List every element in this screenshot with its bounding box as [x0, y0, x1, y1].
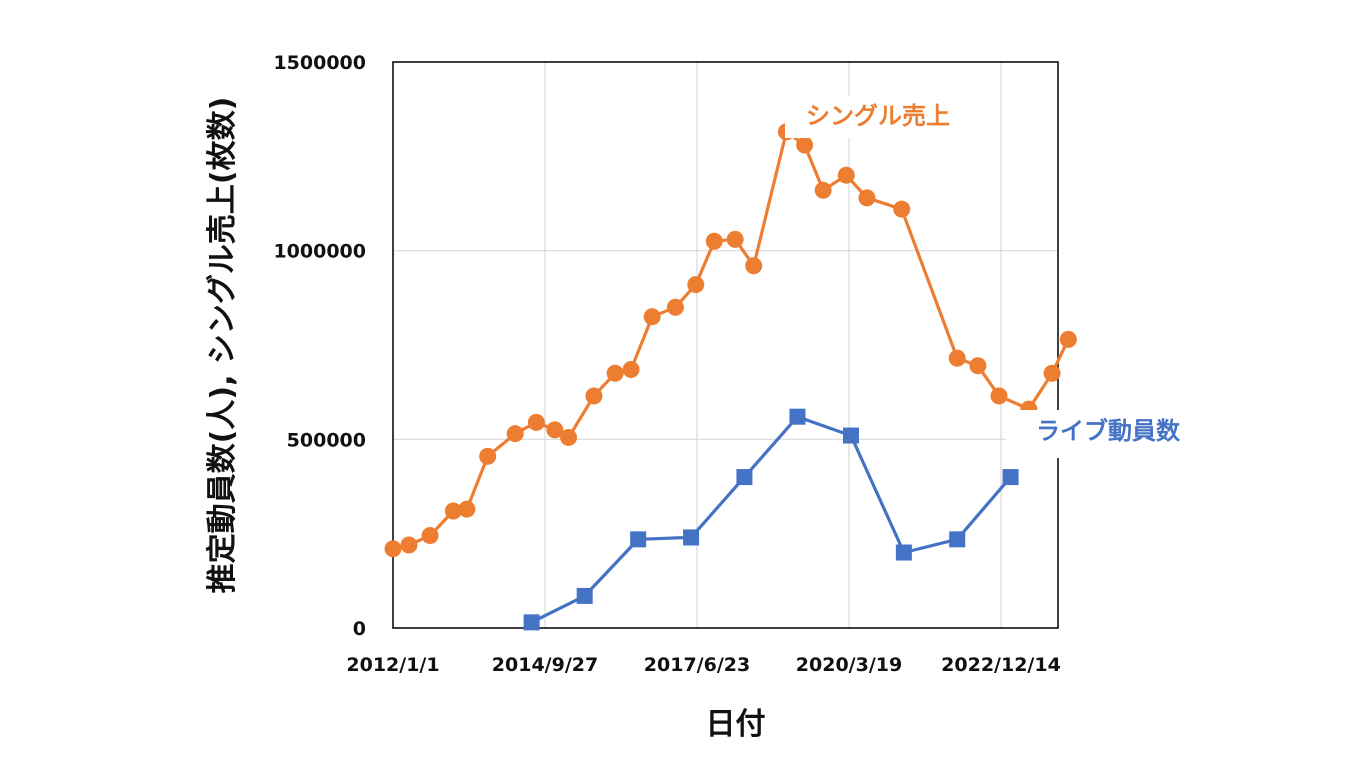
data-point — [726, 230, 744, 248]
data-point — [1043, 364, 1061, 382]
data-point — [630, 531, 647, 548]
series-line — [392, 130, 1070, 551]
data-point — [606, 364, 624, 382]
data-point — [576, 587, 593, 604]
x-axis-title: 日付 — [706, 707, 766, 742]
data-point — [1002, 469, 1019, 486]
data-point — [479, 447, 497, 465]
data-point — [666, 298, 684, 316]
data-point — [527, 413, 545, 431]
y-axis-title: 推定動員数(人), シングル売上(枚数) — [205, 97, 240, 594]
data-point — [837, 166, 855, 184]
y-tick-label: 0 — [353, 618, 366, 640]
data-point — [969, 357, 987, 375]
data-point — [1059, 330, 1077, 348]
series-label: ライブ動員数 — [1036, 417, 1181, 445]
x-tick-label: 2017/6/23 — [644, 654, 750, 676]
data-point — [736, 469, 753, 486]
series-label-background — [1006, 410, 1210, 458]
x-tick-label: 2022/12/14 — [941, 654, 1061, 676]
data-point — [622, 361, 640, 379]
data-point — [745, 257, 763, 275]
data-point — [506, 425, 524, 443]
data-point — [384, 540, 402, 558]
data-point — [400, 536, 418, 554]
x-tick-label: 2020/3/19 — [796, 654, 902, 676]
data-point — [948, 349, 966, 367]
data-point — [585, 387, 603, 405]
data-point — [687, 276, 705, 294]
data-point — [705, 232, 723, 250]
data-point — [421, 527, 439, 545]
data-point — [444, 502, 462, 520]
x-tick-label: 2012/1/1 — [346, 654, 439, 676]
series-label: シングル売上 — [806, 102, 950, 130]
data-point — [789, 408, 806, 425]
data-point — [895, 544, 912, 561]
x-tick-label: 2014/9/27 — [492, 654, 598, 676]
y-tick-label: 500000 — [287, 429, 366, 451]
data-point — [842, 427, 859, 444]
series-label-background — [785, 96, 975, 138]
data-point — [523, 614, 540, 631]
series-single — [384, 123, 1077, 558]
data-point — [458, 500, 476, 518]
series-line — [530, 415, 1012, 624]
data-point — [858, 189, 876, 207]
series-lines — [384, 123, 1077, 631]
y-tick-label: 1500000 — [273, 52, 366, 74]
data-point — [683, 529, 700, 546]
data-point — [949, 531, 966, 548]
data-point — [893, 200, 911, 218]
data-point — [643, 308, 661, 326]
data-point — [546, 421, 564, 439]
y-tick-label: 1000000 — [273, 241, 366, 263]
x-axis-ticks: 2012/1/1 2014/9/27 2017/6/23 2020/3/19 2022/… — [346, 654, 1060, 676]
series-live — [523, 408, 1019, 631]
data-point — [796, 136, 814, 154]
plot-frame — [392, 61, 1059, 629]
data-point — [560, 428, 578, 446]
data-point — [990, 387, 1008, 405]
data-point — [814, 181, 832, 199]
y-axis-ticks: 0 500000 1000000 1500000 — [273, 52, 366, 640]
